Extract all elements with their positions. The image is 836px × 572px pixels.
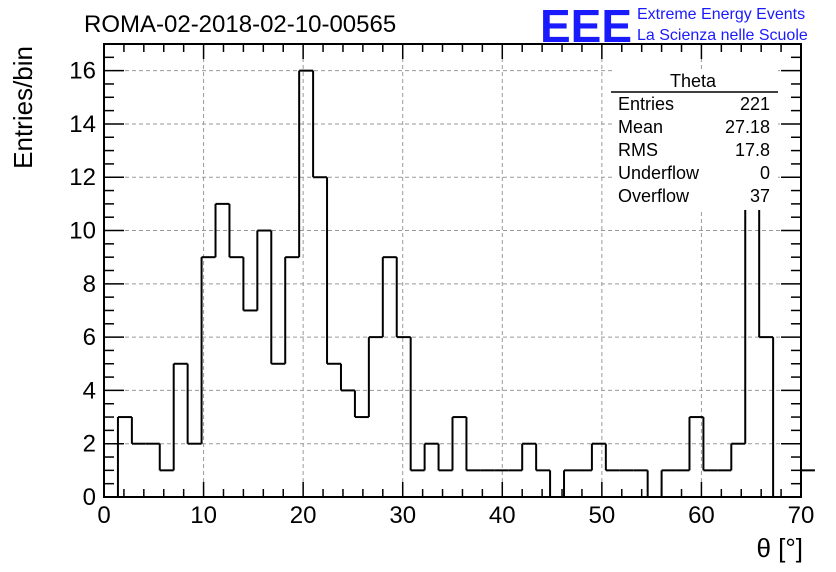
x-tick-label: 0 <box>97 502 110 529</box>
histogram-series <box>104 69 815 498</box>
logo-line1: Extreme Energy Events <box>637 6 805 23</box>
axis-ticks <box>103 44 802 498</box>
x-axis-label: θ [°] <box>756 533 803 563</box>
stats-value: 17.8 <box>735 140 770 160</box>
stats-value: 27.18 <box>725 117 770 137</box>
x-tick-label: 50 <box>589 502 616 529</box>
y-tick-label: 6 <box>83 324 96 351</box>
logo-line2: La Scienza nelle Scuole <box>637 27 808 44</box>
x-tick-label: 30 <box>389 502 416 529</box>
x-tick-label: 40 <box>489 502 516 529</box>
x-tick-label: 20 <box>290 502 317 529</box>
stats-label: Underflow <box>618 163 700 183</box>
stats-value: 37 <box>750 186 770 206</box>
x-tick-label: 10 <box>190 502 217 529</box>
grid <box>104 44 801 497</box>
y-tick-label: 8 <box>83 271 96 298</box>
stats-box: Theta Entries 221 Mean 27.18 RMS 17.8 Underflo… <box>611 70 778 210</box>
stats-label: Mean <box>618 117 663 137</box>
stats-value: 0 <box>760 163 770 183</box>
eee-logo: EEE Extreme Energy Events La Scienza nel… <box>540 0 808 52</box>
y-tick-label: 4 <box>83 377 96 404</box>
tick-labels: 0 10 20 30 40 50 60 70 0 2 4 6 8 10 12 14 16 <box>69 58 814 529</box>
y-tick-label: 16 <box>69 58 96 85</box>
x-tick-label: 60 <box>688 502 715 529</box>
stats-label: Overflow <box>618 186 690 206</box>
stats-title: Theta <box>670 71 717 91</box>
x-tick-label: 70 <box>788 502 815 529</box>
chart-title: ROMA-02-2018-02-10-00565 <box>84 11 396 38</box>
y-tick-label: 0 <box>83 484 96 511</box>
y-tick-label: 12 <box>69 164 96 191</box>
y-axis-label: Entries/bin <box>8 46 38 169</box>
stats-value: 221 <box>740 94 770 114</box>
y-tick-label: 2 <box>83 431 96 458</box>
y-tick-label: 14 <box>69 111 96 138</box>
stats-label: Entries <box>618 94 674 114</box>
stats-label: RMS <box>618 140 658 160</box>
y-tick-label: 10 <box>69 218 96 245</box>
